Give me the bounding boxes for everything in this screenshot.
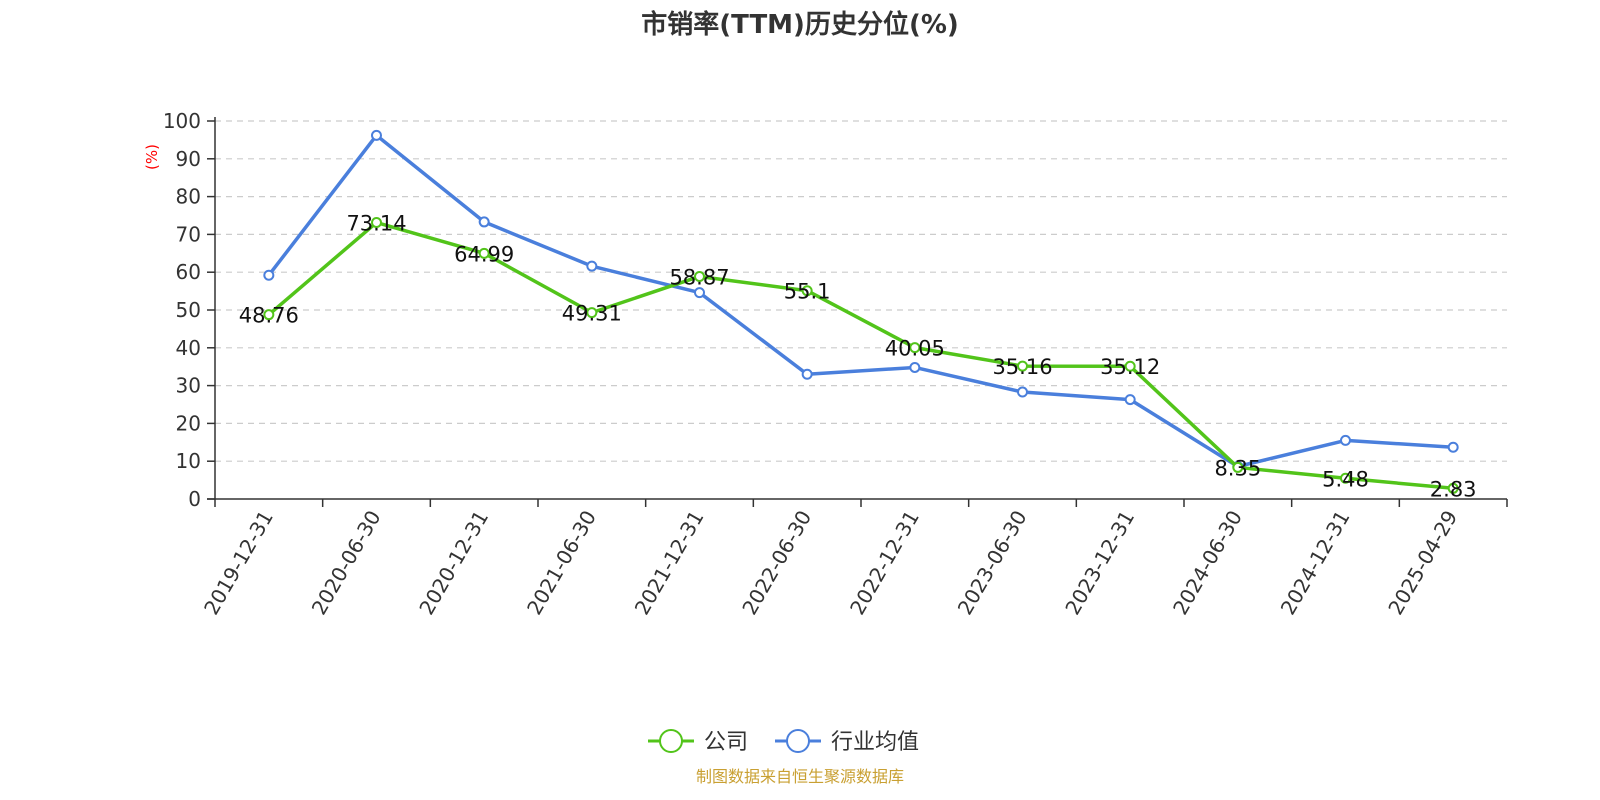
data-point	[1124, 360, 1136, 372]
legend-label: 公司	[704, 730, 748, 755]
data-point	[909, 361, 921, 373]
data-point	[478, 247, 490, 259]
y-tick-label: 20	[176, 411, 201, 435]
data-point	[1232, 461, 1244, 473]
legend-marker-icon	[786, 729, 810, 753]
data-label: 8.35	[1214, 456, 1261, 480]
data-point	[909, 342, 921, 354]
legend-label: 行业均值	[831, 730, 919, 755]
y-tick-label: 0	[188, 487, 201, 511]
data-label: 48.76	[239, 304, 299, 328]
y-tick-label: 90	[176, 147, 201, 171]
data-label: 73.14	[346, 212, 406, 236]
x-tick-label: 2021-12-31	[630, 506, 709, 619]
y-axis-unit-label: (%)	[143, 144, 161, 170]
x-tick-label: 2023-12-31	[1060, 506, 1139, 619]
series-line-industry-average	[267, 133, 1454, 469]
data-label: 35.16	[992, 355, 1052, 379]
data-label: 55.1	[784, 280, 831, 304]
grid-lines	[215, 120, 1507, 462]
data-label: 35.12	[1100, 355, 1160, 379]
legend-item-industry-average[interactable]: 行业均值	[775, 729, 919, 755]
legend-marker-icon	[659, 729, 683, 753]
x-tick-label: 2023-06-30	[953, 506, 1032, 619]
data-point	[263, 309, 275, 321]
x-tick-label: 2022-12-31	[845, 506, 924, 619]
y-tick-label: 80	[176, 185, 201, 209]
chart-title: 市销率(TTM)历史分位(%)	[641, 10, 959, 40]
data-labels: 48.76 73.14 64.99 49.31 58.87 55.1 40.05 35.16 3…	[239, 212, 1477, 502]
data-label: 40.05	[885, 337, 945, 361]
legend-item-company[interactable]: 公司	[648, 729, 748, 755]
data-label: 58.87	[669, 265, 729, 289]
data-label: 2.83	[1430, 477, 1477, 501]
data-point	[1017, 360, 1028, 372]
data-label: 5.48	[1322, 467, 1369, 491]
data-point	[694, 287, 705, 299]
series	[263, 129, 1459, 494]
data-point	[1017, 386, 1028, 398]
data-point	[1340, 434, 1351, 446]
x-tick-label: 2024-06-30	[1168, 506, 1247, 619]
y-tick-label: 30	[176, 374, 201, 398]
data-point	[694, 270, 705, 282]
y-tick-label: 70	[176, 222, 201, 246]
data-point	[586, 260, 598, 272]
axes	[207, 117, 1507, 500]
data-point	[263, 269, 275, 281]
data-point	[478, 216, 490, 228]
legend[interactable]: 公司 行业均值	[648, 729, 919, 755]
x-tick-label: 2025-04-29	[1383, 506, 1462, 619]
data-label: 49.31	[562, 302, 622, 326]
y-tick-label: 40	[176, 336, 201, 360]
data-point	[801, 285, 813, 297]
x-tick-label: 2020-12-31	[414, 506, 493, 619]
x-tick-label: 2020-06-30	[307, 506, 386, 619]
y-tick-label: 10	[176, 449, 201, 473]
y-tick-label: 100	[163, 109, 201, 133]
x-tick-label: 2019-12-31	[199, 506, 278, 619]
y-tick-label: 60	[176, 260, 201, 284]
data-point	[801, 368, 813, 380]
y-tick-labels: 0 10 20 30 40 50 60 70 80 90 100	[163, 109, 215, 511]
x-tick-label: 2021-06-30	[522, 506, 601, 619]
x-tick-label: 2022-06-30	[737, 506, 816, 619]
series-line-company	[267, 220, 1454, 491]
y-tick-label: 50	[176, 298, 201, 322]
data-point	[586, 307, 598, 319]
data-point	[1447, 482, 1459, 494]
data-label: 64.99	[454, 242, 514, 266]
data-point	[1447, 441, 1459, 453]
x-tick-label: 2024-12-31	[1276, 506, 1355, 619]
data-point	[1124, 394, 1136, 406]
x-tick-labels: 2019-12-31 2020-06-30 2020-12-31 2021-06-30…	[199, 499, 1508, 619]
data-point	[371, 217, 382, 229]
data-point	[371, 129, 382, 141]
source-note: 制图数据来自恒生聚源数据库	[696, 767, 904, 786]
data-point	[1340, 472, 1351, 484]
